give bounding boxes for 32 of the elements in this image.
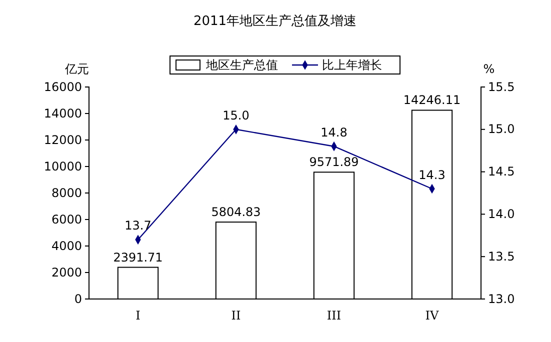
y-tick-label: 16000	[44, 80, 82, 94]
y-tick-label: 12000	[44, 132, 82, 147]
y-tick-label: 2000	[51, 265, 82, 280]
y2-tick-label: 14.5	[488, 164, 515, 179]
legend-label: 地区生产总值	[205, 58, 278, 72]
x-tick-label: I	[136, 308, 141, 323]
y-tick-label: 0	[74, 292, 82, 306]
x-tick-label: III	[326, 308, 342, 323]
text: 15.0	[222, 108, 250, 122]
y2-axis-title: %	[483, 62, 495, 76]
text: 9571.89	[309, 155, 359, 170]
y2-tick-label: 14.0	[488, 207, 515, 222]
y2-tick-label: 13.5	[488, 249, 515, 264]
text: 2391.71	[113, 250, 163, 264]
x-tick-label: II	[231, 308, 241, 323]
y-tick-label: 10000	[44, 159, 82, 174]
y-tick-label: 6000	[51, 212, 82, 226]
y2-tick-label: 13.0	[488, 292, 515, 306]
y-axis-title: 亿元	[64, 62, 89, 76]
legend-label: 比上年增长	[322, 58, 382, 72]
text: 5804.83	[211, 205, 261, 220]
y2-tick-label: 15.0	[488, 122, 515, 136]
chart-title: 2011年地区生产总值及增速	[193, 14, 357, 29]
y-tick-label: 8000	[51, 186, 82, 200]
y-tick-label: 14000	[44, 106, 82, 120]
text: 14246.11	[403, 93, 461, 108]
text: 14.3	[418, 168, 446, 182]
x-tick-label: IV	[425, 308, 440, 323]
text: 13.7	[124, 218, 152, 233]
text: 14.8	[320, 125, 348, 140]
y-tick-label: 4000	[51, 238, 82, 253]
y2-tick-label: 15.5	[488, 80, 515, 94]
